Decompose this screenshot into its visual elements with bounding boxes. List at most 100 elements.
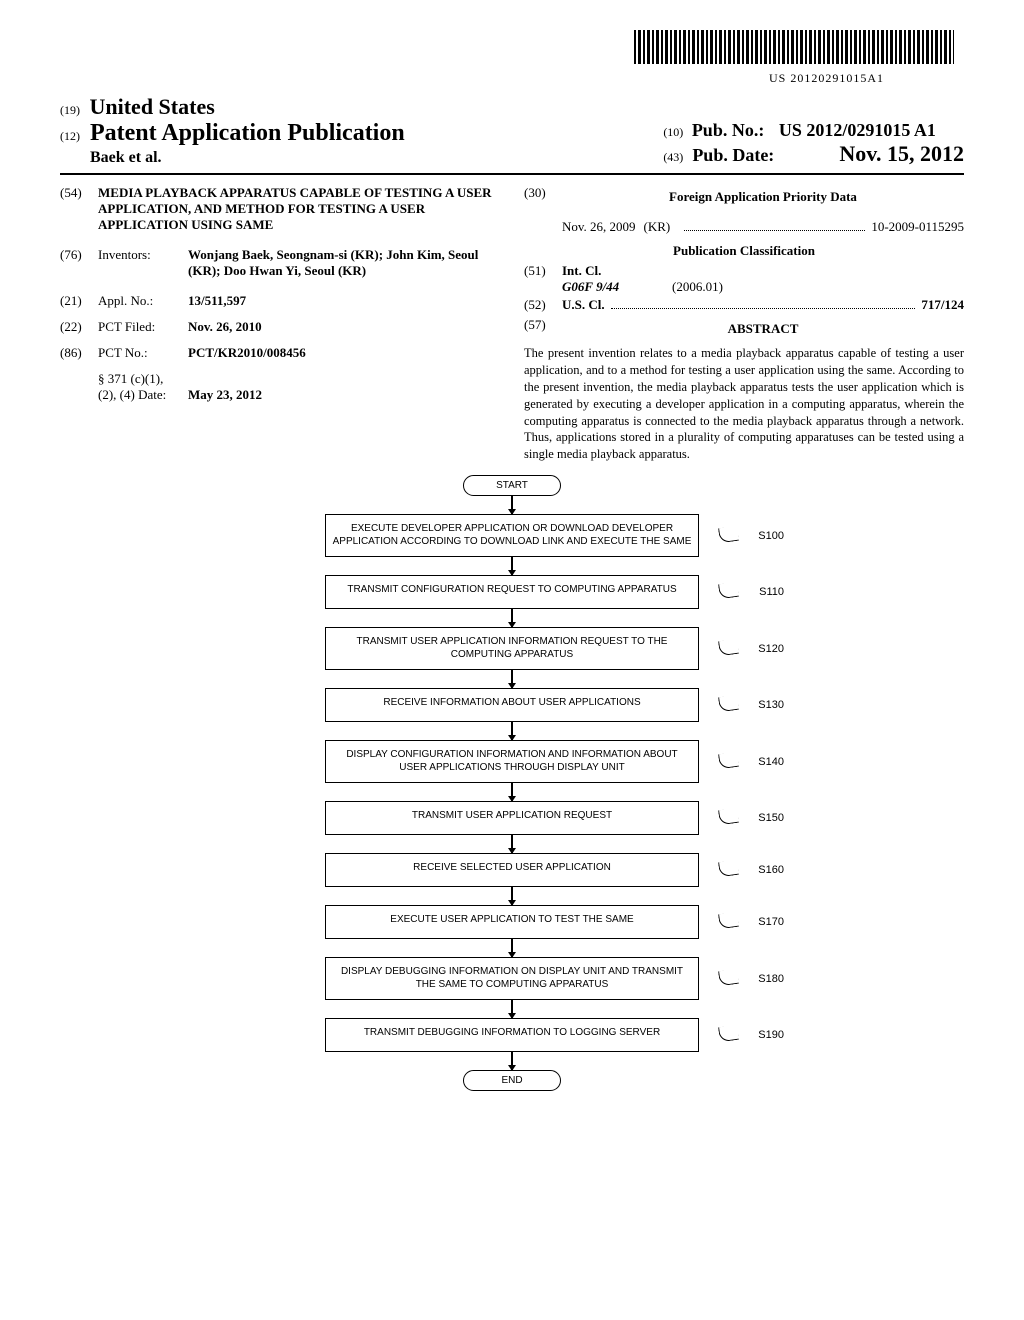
arrow-down-icon xyxy=(511,1000,512,1018)
flowchart-step-box: EXECUTE USER APPLICATION TO TEST THE SAM… xyxy=(325,905,699,939)
flowchart-step: RECEIVE INFORMATION ABOUT USER APPLICATI… xyxy=(252,688,772,722)
flowchart-step-box: DISPLAY CONFIGURATION INFORMATION AND IN… xyxy=(325,740,699,783)
abstract-heading: ABSTRACT xyxy=(562,321,964,337)
pct-filed-value: Nov. 26, 2010 xyxy=(188,319,500,335)
arrow-down-icon xyxy=(511,783,512,801)
code-52: (52) xyxy=(524,297,562,313)
pct-no-row: (86) PCT No.: PCT/KR2010/008456 xyxy=(60,345,500,361)
us-cl-row: (52) U.S. Cl. 717/124 xyxy=(524,297,964,313)
flowchart-step-box: RECEIVE INFORMATION ABOUT USER APPLICATI… xyxy=(325,688,699,722)
appl-no-row: (21) Appl. No.: 13/511,597 xyxy=(60,293,500,309)
flowchart-step: DISPLAY CONFIGURATION INFORMATION AND IN… xyxy=(252,740,772,783)
biblio-left-column: (54) MEDIA PLAYBACK APPARATUS CAPABLE OF… xyxy=(60,185,500,463)
country-name: United States xyxy=(90,94,215,119)
code-57: (57) xyxy=(524,317,562,341)
document-header: (19) United States (12) Patent Applicati… xyxy=(60,94,964,175)
connector-icon xyxy=(718,808,739,825)
arrow-down-icon xyxy=(511,939,512,957)
connector-icon xyxy=(718,751,739,768)
int-cl-class: G06F 9/44 xyxy=(562,279,672,295)
inventors-names: Wonjang Baek, Seongnam-si (KR); John Kim… xyxy=(188,247,500,279)
s371-label: § 371 (c)(1), (2), (4) Date: xyxy=(98,371,188,403)
flowchart-step-box: TRANSMIT CONFIGURATION REQUEST TO COMPUT… xyxy=(325,575,699,609)
flowchart-step: EXECUTE USER APPLICATION TO TEST THE SAM… xyxy=(252,905,772,939)
flowchart-diagram: START EXECUTE DEVELOPER APPLICATION OR D… xyxy=(252,475,772,1091)
connector-icon xyxy=(718,525,739,542)
connector-icon xyxy=(718,860,739,877)
connector-icon xyxy=(718,582,739,599)
flowchart-step-label: S100 xyxy=(758,530,784,542)
arrow-down-icon xyxy=(511,835,512,853)
flowchart-step-label: S160 xyxy=(758,864,784,876)
flowchart-start: START xyxy=(463,475,561,496)
connector-icon xyxy=(718,638,739,655)
flowchart-step-box: RECEIVE SELECTED USER APPLICATION xyxy=(325,853,699,887)
arrow-down-icon xyxy=(511,887,512,905)
foreign-priority-header: (30) Foreign Application Priority Data xyxy=(524,185,964,209)
pub-date-value: Nov. 15, 2012 xyxy=(839,141,964,166)
abstract-text: The present invention relates to a media… xyxy=(524,345,964,463)
flowchart-step: EXECUTE DEVELOPER APPLICATION OR DOWNLOA… xyxy=(252,514,772,557)
pct-filed-row: (22) PCT Filed: Nov. 26, 2010 xyxy=(60,319,500,335)
pub-classification-heading: Publication Classification xyxy=(524,243,964,259)
flowchart-step: RECEIVE SELECTED USER APPLICATIONS160 xyxy=(252,853,772,887)
flowchart-step-label: S110 xyxy=(759,586,784,598)
arrow-down-icon xyxy=(511,609,512,627)
us-cl-label: U.S. Cl. xyxy=(562,297,605,313)
pct-no-label: PCT No.: xyxy=(98,345,188,361)
flowchart-step-label: S130 xyxy=(758,699,784,711)
inventors-row: (76) Inventors: Wonjang Baek, Seongnam-s… xyxy=(60,247,500,279)
int-cl-year: (2006.01) xyxy=(672,279,723,295)
foreign-date: Nov. 26, 2009 xyxy=(562,219,636,235)
pub-date-label: Pub. Date: xyxy=(692,145,774,165)
patent-page: US 20120291015A1 (19) United States (12)… xyxy=(0,0,1024,1131)
code-54: (54) xyxy=(60,185,98,233)
flowchart-step-label: S150 xyxy=(758,812,784,824)
flowchart-step-label: S140 xyxy=(758,756,784,768)
title-row: (54) MEDIA PLAYBACK APPARATUS CAPABLE OF… xyxy=(60,185,500,233)
code-51: (51) xyxy=(524,263,562,295)
flowchart-step-box: TRANSMIT USER APPLICATION REQUEST xyxy=(325,801,699,835)
s371-row: § 371 (c)(1), (2), (4) Date: May 23, 201… xyxy=(60,371,500,403)
flowchart-step-box: EXECUTE DEVELOPER APPLICATION OR DOWNLOA… xyxy=(325,514,699,557)
header-right: (10) Pub. No.: US 2012/0291015 A1 (43) P… xyxy=(663,120,964,167)
appl-no-value: 13/511,597 xyxy=(188,293,500,309)
bibliographic-data: (54) MEDIA PLAYBACK APPARATUS CAPABLE OF… xyxy=(60,185,964,463)
flowchart-step: DISPLAY DEBUGGING INFORMATION ON DISPLAY… xyxy=(252,957,772,1000)
inventors-label: Inventors: xyxy=(98,247,188,279)
flowchart-step-box: TRANSMIT USER APPLICATION INFORMATION RE… xyxy=(325,627,699,670)
publication-type: Patent Application Publication xyxy=(90,120,405,146)
connector-icon xyxy=(718,695,739,712)
barcode-region: US 20120291015A1 xyxy=(60,30,964,86)
code-19: (19) xyxy=(60,103,80,117)
invention-title: MEDIA PLAYBACK APPARATUS CAPABLE OF TEST… xyxy=(98,185,500,233)
code-22: (22) xyxy=(60,319,98,335)
flowchart-step: TRANSMIT CONFIGURATION REQUEST TO COMPUT… xyxy=(252,575,772,609)
code-21: (21) xyxy=(60,293,98,309)
pct-no-value: PCT/KR2010/008456 xyxy=(188,345,500,361)
flowchart-step: TRANSMIT USER APPLICATION INFORMATION RE… xyxy=(252,627,772,670)
code-43: (43) xyxy=(663,150,683,164)
code-86: (86) xyxy=(60,345,98,361)
dotted-leader-icon xyxy=(684,230,865,231)
foreign-priority-data: Nov. 26, 2009 (KR) 10-2009-0115295 xyxy=(562,219,964,235)
barcode-number: US 20120291015A1 xyxy=(60,71,884,86)
flowchart-step-box: DISPLAY DEBUGGING INFORMATION ON DISPLAY… xyxy=(325,957,699,1000)
arrow-down-icon xyxy=(511,1052,512,1070)
flowchart-step-label: S190 xyxy=(758,1029,784,1041)
foreign-country: (KR) xyxy=(644,219,671,235)
flowchart-step: TRANSMIT DEBUGGING INFORMATION TO LOGGIN… xyxy=(252,1018,772,1052)
abstract-header: (57) ABSTRACT xyxy=(524,317,964,341)
header-left: (19) United States (12) Patent Applicati… xyxy=(60,94,405,167)
code-76: (76) xyxy=(60,247,98,279)
int-cl-row: (51) Int. Cl. G06F 9/44 (2006.01) xyxy=(524,263,964,295)
pub-no-value: US 2012/0291015 A1 xyxy=(779,120,936,140)
connector-icon xyxy=(718,968,739,985)
pub-no-label: Pub. No.: xyxy=(692,120,765,140)
appl-no-label: Appl. No.: xyxy=(98,293,188,309)
connector-icon xyxy=(718,912,739,929)
arrow-down-icon xyxy=(511,557,512,575)
flowchart-step-label: S120 xyxy=(758,643,784,655)
us-cl-value: 717/124 xyxy=(921,297,964,313)
flowchart-step-label: S180 xyxy=(758,973,784,985)
